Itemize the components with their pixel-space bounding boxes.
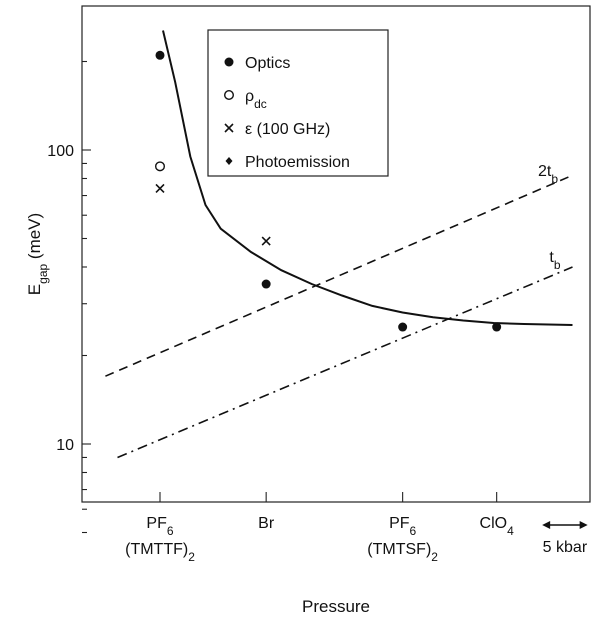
scale-bar-label: 5 kbar (543, 539, 588, 556)
data-points (154, 50, 502, 332)
legend-marker-filled-circle (224, 57, 234, 67)
x-tick-label: PF6 (146, 515, 173, 538)
point-open-circle (154, 161, 165, 172)
y-axis-label: Egap (meV) (25, 213, 50, 295)
x-tick-label: ClO4 (480, 515, 515, 538)
legend-label: Photoemission (245, 154, 350, 171)
curve-dashdot (117, 266, 573, 459)
y-tick-label: 10 (56, 437, 74, 454)
scale-bar-arrow-left (542, 521, 551, 529)
x-tick-label: Br (258, 515, 275, 532)
plot-frame (81, 5, 591, 503)
curve-labels: 2tb tb (538, 163, 561, 272)
y-tick-label: 100 (47, 143, 74, 160)
point-filled-circle (398, 322, 408, 332)
legend-label: ε (100 GHz) (245, 121, 330, 138)
point-diamond (156, 51, 164, 60)
x-tick-sublabel: (TMTTF)2 (125, 541, 195, 564)
legend-label: Optics (245, 55, 290, 72)
point-cross (155, 183, 165, 194)
curve-label: tb (549, 249, 560, 272)
legend-marker-diamond (225, 157, 233, 165)
curve-label: 2tb (538, 163, 558, 186)
x-axis-label: Pressure (302, 597, 370, 616)
point-filled-circle (261, 279, 271, 289)
legend-marker-cross (224, 123, 234, 133)
curve-solid (162, 30, 573, 326)
curves (105, 30, 573, 459)
legend-label: ρdc (245, 88, 267, 111)
point-filled-circle (492, 322, 502, 332)
scale-bar-arrow-right (579, 521, 588, 529)
legend-box (207, 29, 389, 177)
x-axis: PF6 (TMTTF)2 Br PF6 (TMTSF)2 ClO4 (125, 492, 514, 564)
legend-marker-open-circle (223, 89, 234, 100)
point-cross (261, 236, 271, 246)
y-axis: 10 100 (47, 60, 91, 534)
legend: Optics ρdc ε (100 GHz) Photoemission (207, 29, 389, 177)
x-tick-sublabel: (TMTSF)2 (367, 541, 438, 564)
x-tick-label: PF6 (389, 515, 416, 538)
curve-dashed (105, 174, 573, 377)
scale-bar: 5 kbar (542, 521, 588, 556)
plot-area (81, 5, 591, 503)
